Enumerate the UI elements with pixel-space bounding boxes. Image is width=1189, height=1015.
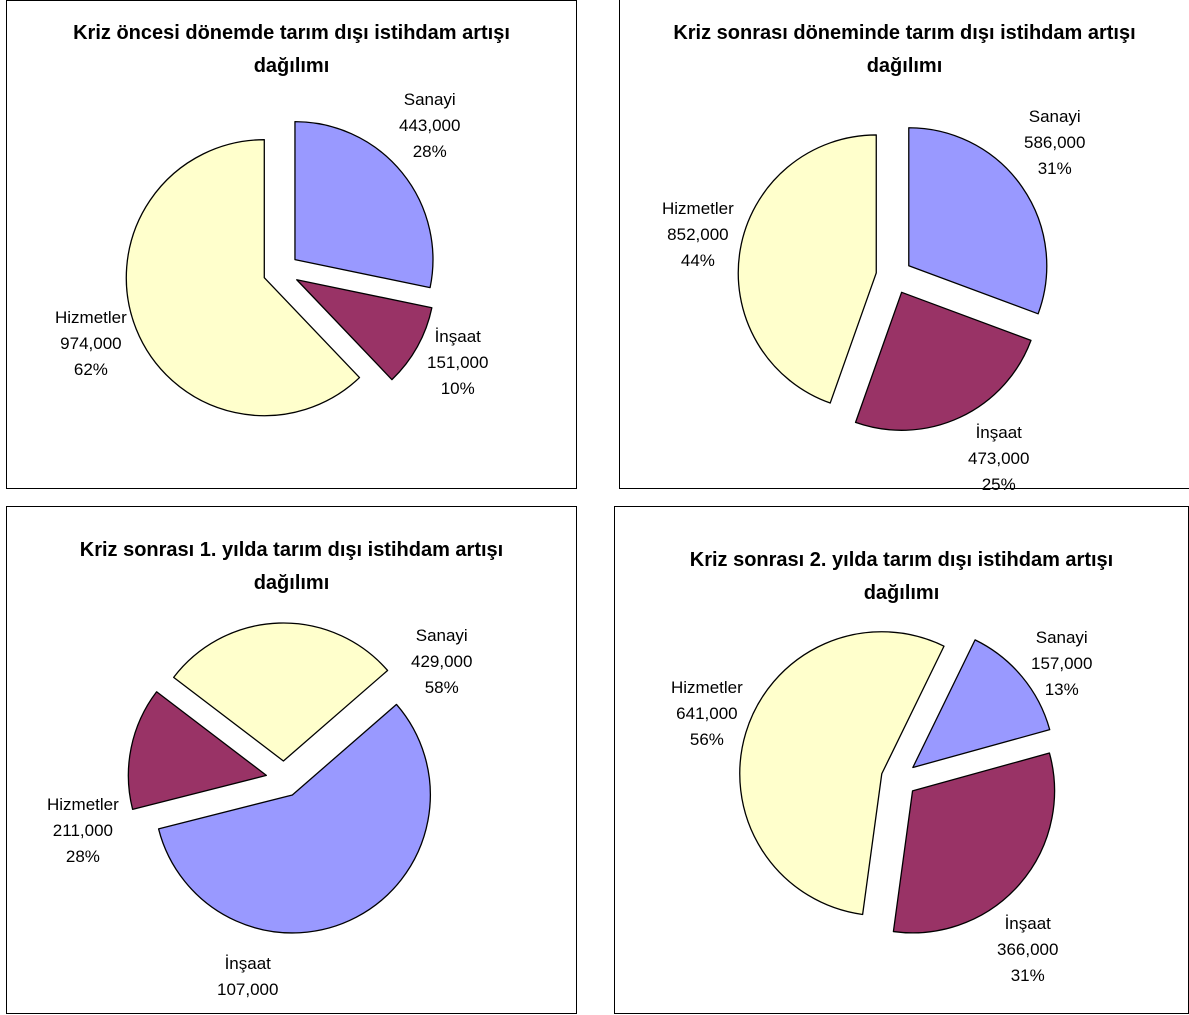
pie-slice-hizmetler (173, 622, 389, 762)
data-label-insaat: İnşaat 107,000 (217, 951, 278, 1003)
slice-value: 157,000 (1031, 654, 1093, 673)
slice-name: İnşaat (434, 327, 481, 346)
data-label-hizmetler: Hizmetler 211,000 28% (47, 792, 119, 870)
chart-title: Kriz öncesi dönemde tarım dışı istihdam … (73, 22, 510, 77)
slice-percent: 62% (73, 360, 108, 379)
chart-panel-pre-crisis: Kriz öncesi dönemde tarım dışı istihdam … (6, 0, 577, 489)
slice-value: 107,000 (217, 980, 279, 999)
data-label-hizmetler: Hizmetler 852,000 44% (662, 196, 734, 274)
data-label-hizmetler: Hizmetler 974,000 62% (55, 305, 127, 383)
pie-slice-hizmetler (737, 134, 877, 404)
chart-panel-post-crisis-year-2: Kriz sonrası 2. yılda tarım dışı istihda… (614, 506, 1189, 1014)
pie-chart (125, 120, 434, 417)
slice-percent: 44% (680, 251, 715, 270)
chart-panel-post-crisis: Kriz sonrası döneminde tarım dışı istihd… (619, 0, 1189, 494)
slice-percent: 56% (689, 730, 724, 749)
data-label-sanayi: Sanayi 586,000 31% (1024, 104, 1085, 182)
slice-value: 641,000 (676, 704, 738, 723)
slice-value: 443,000 (399, 116, 461, 135)
pie-slice-hizmetler (739, 631, 945, 916)
slice-value: 366,000 (997, 940, 1059, 959)
slice-value: 852,000 (667, 225, 729, 244)
slice-value: 151,000 (427, 353, 489, 372)
slice-name: İnşaat (224, 954, 271, 973)
slice-name: İnşaat (975, 423, 1022, 442)
slice-name: Sanayi (415, 626, 468, 645)
slice-percent: 31% (1010, 966, 1045, 985)
slice-name: Sanayi (403, 90, 456, 109)
slice-name: Sanayi (1035, 628, 1088, 647)
pie-slice-sanayi (157, 703, 431, 934)
slice-value: 211,000 (52, 821, 113, 840)
slice-value: 473,000 (968, 449, 1030, 468)
data-label-insaat: İnşaat 473,000 25% (968, 420, 1029, 498)
pie-slice-insaat (127, 691, 268, 811)
pie-slice-sanayi (908, 127, 1048, 315)
pie-slice-sanayi (294, 120, 434, 289)
slice-percent: 28% (65, 847, 100, 866)
slice-percent: 58% (424, 678, 459, 697)
pie-chart (127, 622, 431, 934)
data-label-sanayi: Sanayi 429,000 58% (411, 623, 472, 701)
slice-value: 429,000 (411, 652, 473, 671)
pie-slice-insaat (892, 752, 1056, 934)
slice-name: Sanayi (1028, 107, 1081, 126)
pie-chart (739, 631, 1056, 934)
slice-percent: 31% (1037, 159, 1072, 178)
slice-percent: 10% (440, 379, 475, 398)
slice-percent: 25% (981, 475, 1016, 494)
slice-name: Hizmetler (47, 795, 119, 814)
chart-panel-post-crisis-year-1: Kriz sonrası 1. yılda tarım dışı istihda… (6, 506, 577, 1014)
slice-name: Hizmetler (671, 678, 743, 697)
pie-slice-insaat (854, 291, 1032, 431)
slice-percent: 28% (412, 142, 447, 161)
slice-name: Hizmetler (55, 308, 127, 327)
pie-slice-hizmetler (125, 139, 361, 417)
pie-slice-insaat (296, 279, 433, 381)
data-label-hizmetler: Hizmetler 641,000 56% (671, 675, 743, 753)
slice-name: Hizmetler (662, 199, 734, 218)
slice-value: 586,000 (1024, 133, 1086, 152)
slice-name: İnşaat (1004, 914, 1051, 933)
slice-value: 974,000 (60, 334, 122, 353)
data-label-sanayi: Sanayi 157,000 13% (1031, 625, 1092, 703)
chart-title: Kriz sonrası döneminde tarım dışı istihd… (673, 22, 1136, 77)
pie-chart (737, 127, 1048, 431)
chart-title: Kriz sonrası 2. yılda tarım dışı istihda… (689, 549, 1114, 604)
slice-percent: 13% (1044, 680, 1079, 699)
pie-slice-sanayi (912, 639, 1051, 769)
data-label-sanayi: Sanayi 443,000 28% (399, 87, 460, 165)
chart-title: Kriz sonrası 1. yılda tarım dışı istihda… (79, 539, 504, 594)
data-label-insaat: İnşaat 151,000 10% (427, 324, 488, 402)
data-label-insaat: İnşaat 366,000 31% (997, 911, 1058, 989)
